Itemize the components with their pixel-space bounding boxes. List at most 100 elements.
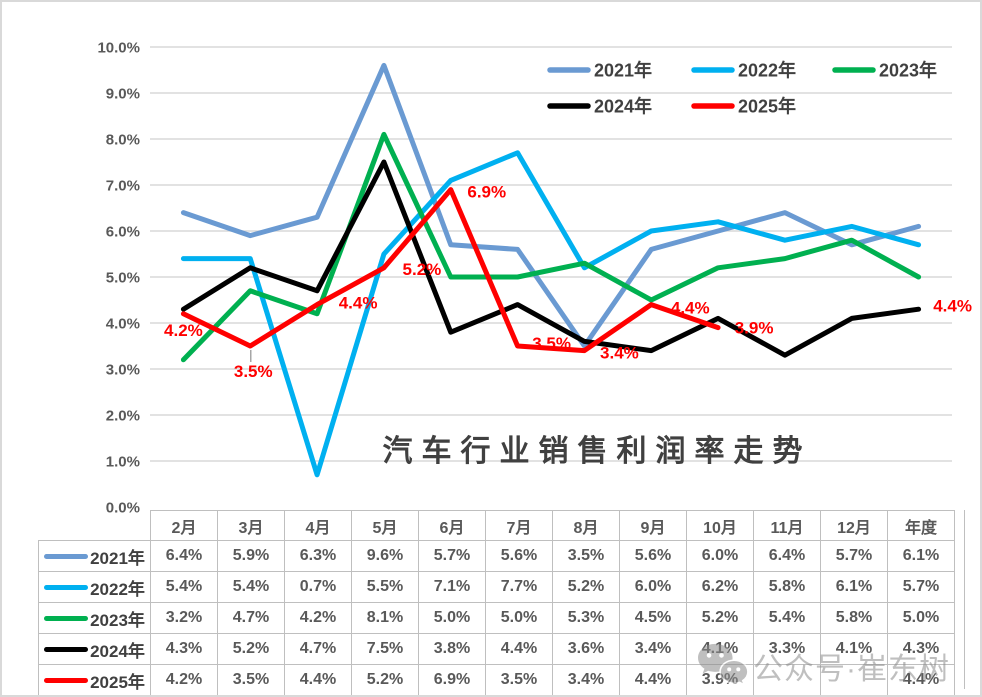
series-line-2021 [180,62,922,349]
row-label: 2021年 [90,548,145,568]
table-cell: 5.7% [418,540,486,572]
col-header-0: 2月 [150,510,218,541]
row-header-2025: 2025年 [38,664,151,695]
table-cell: 0.7% [284,571,352,603]
row-label: 2022年 [90,579,145,599]
table-cell: 7.5% [351,633,419,665]
table-cell: 5.6% [485,540,553,572]
row-label: 2023年 [90,610,145,630]
data-table: 2月 3月 4月 5月 6月 7月 8月 9月 10月 11月 12月 年度 2021年 6.4% 5.9%… [38,510,955,695]
y-tick-label: 0.0% [106,500,140,517]
table-cell [820,664,888,695]
table-cell: 4.3% [887,633,955,665]
table-cell: 6.1% [820,571,888,603]
table-cell: 5.2% [351,664,419,695]
table-cell: 5.0% [887,602,955,634]
table-cell: 7.1% [418,571,486,603]
table-cell: 5.8% [753,571,821,603]
data-label: 5.2% [403,260,442,279]
table-cell: 5.2% [217,633,285,665]
table-cell: 5.2% [552,571,620,603]
table-cell: 3.2% [150,602,218,634]
table-cell: 5.3% [552,602,620,634]
table-cell: 4.4% [284,664,352,695]
table-cell: 4.7% [217,602,285,634]
col-header-8: 10月 [686,510,754,541]
y-tick-label: 1.0% [106,454,140,471]
legend-label: 2023年 [879,60,937,81]
col-header-1: 3月 [217,510,285,541]
row-header-2021: 2021年 [38,540,151,572]
table-cell: 5.4% [150,571,218,603]
table-cell: 3.4% [619,633,687,665]
table-cell [753,664,821,695]
col-header-3: 5月 [351,510,419,541]
row-label: 2024年 [90,641,145,661]
table-cell: 3.9% [686,664,754,695]
row-swatch [44,677,89,683]
table-cell: 6.4% [753,540,821,572]
table-cell: 3.3% [753,633,821,665]
table-cell: 4.1% [820,633,888,665]
col-header-5: 7月 [485,510,553,541]
table-row: 2023年 3.2% 4.7% 4.2% 8.1% 5.0% 5.0% 5.3% 4.5% 5.2… [38,602,955,634]
row-header-2022: 2022年 [38,571,151,603]
table-cell: 5.2% [686,602,754,634]
data-label: 4.2% [164,321,203,340]
col-header-7: 9月 [619,510,687,541]
legend-item-2025: 2025年 [691,96,796,117]
table-row: 2024年 4.3% 5.2% 4.7% 7.5% 3.8% 4.4% 3.6% 3.4% 4.1… [38,633,955,665]
y-tick-label: 8.0% [106,132,140,149]
table-cell: 4.4% [485,633,553,665]
legend-item-2021: 2021年 [547,60,652,81]
data-label: 4.4% [671,299,710,318]
data-label: 4.4% [933,297,972,316]
table-cell: 5.0% [485,602,553,634]
y-tick-label: 2.0% [106,408,140,425]
table-cell: 3.5% [217,664,285,695]
chart-title: 汽车行业销售利润率走势 [382,435,812,468]
table-cell: 5.6% [619,540,687,572]
y-tick-label: 4.0% [106,316,140,333]
table-cell: 5.4% [753,602,821,634]
y-tick-label: 10.0% [97,40,140,57]
table-cell: 3.6% [552,633,620,665]
table-cell: 6.0% [619,571,687,603]
series-line-2025 [180,187,721,354]
table-cell: 4.4% [619,664,687,695]
table-cell: 4.5% [619,602,687,634]
col-header-11: 年度 [887,510,955,541]
data-label: 3.9% [735,319,774,338]
table-cell: 6.3% [284,540,352,572]
table-cell: 4.4% [887,664,955,695]
table-cell: 5.4% [217,571,285,603]
table-cell: 6.1% [887,540,955,572]
table-cell: 9.6% [351,540,419,572]
row-swatch [44,646,89,652]
table-cell: 3.4% [552,664,620,695]
table-cell: 5.9% [217,540,285,572]
row-swatch [44,553,89,559]
legend-label: 2022年 [738,60,796,81]
row-swatch [44,615,89,621]
col-header-10: 12月 [820,510,888,541]
table-cell: 8.1% [351,602,419,634]
table-cell: 3.5% [485,664,553,695]
data-label: 3.4% [600,344,639,363]
col-header-6: 8月 [552,510,620,541]
table-cell: 6.9% [418,664,486,695]
table-cell: 6.2% [686,571,754,603]
table-cell: 3.8% [418,633,486,665]
table-cell: 5.8% [820,602,888,634]
legend-item-2022: 2022年 [691,60,796,81]
col-header-4: 6月 [418,510,486,541]
legend-label: 2025年 [738,96,796,117]
legend-item-2023: 2023年 [832,60,937,81]
table-row: 2022年 5.4% 5.4% 0.7% 5.5% 7.1% 7.7% 5.2% 6.0% 6.2… [38,571,955,603]
y-tick-label: 7.0% [106,178,140,195]
table-cell: 6.4% [150,540,218,572]
legend-item-2024: 2024年 [547,96,652,117]
series-line-2022 [180,150,922,478]
